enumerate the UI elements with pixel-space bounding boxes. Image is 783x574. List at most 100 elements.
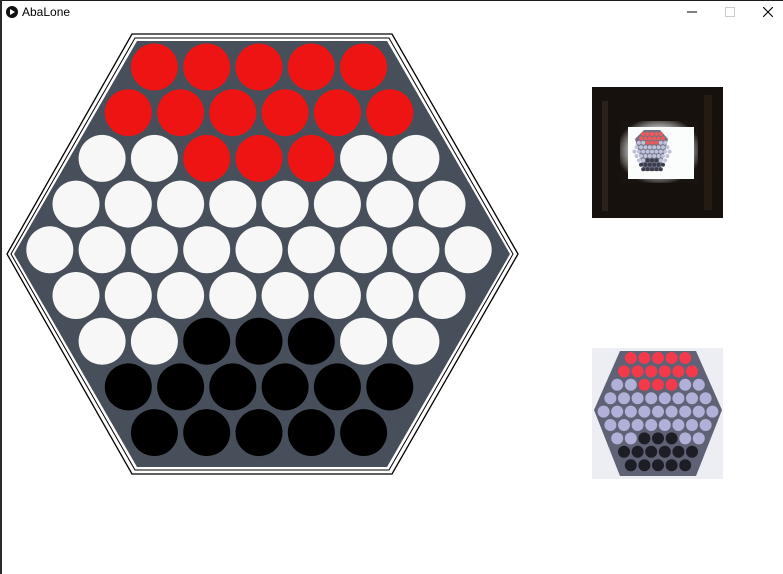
- red-marble[interactable]: [104, 89, 152, 137]
- white-marble[interactable]: [78, 317, 126, 365]
- camera-white-marble: [624, 405, 637, 418]
- minimize-button[interactable]: [673, 1, 711, 23]
- red-marble[interactable]: [235, 134, 283, 182]
- camera-white-marble: [665, 145, 670, 150]
- black-marble[interactable]: [209, 363, 257, 411]
- white-marble[interactable]: [418, 272, 466, 319]
- red-marble[interactable]: [235, 43, 283, 91]
- white-marble[interactable]: [340, 226, 388, 274]
- red-marble[interactable]: [183, 43, 231, 91]
- title-bar[interactable]: AbaLone: [2, 1, 783, 23]
- white-marble[interactable]: [340, 134, 388, 182]
- camera-white-marble: [638, 405, 651, 418]
- red-marble[interactable]: [183, 134, 231, 182]
- white-marble[interactable]: [209, 272, 257, 319]
- camera-black-marble: [665, 432, 678, 445]
- red-marble[interactable]: [287, 134, 335, 182]
- white-marble[interactable]: [392, 226, 440, 274]
- white-marble[interactable]: [209, 180, 257, 228]
- camera-view-bottom: [592, 348, 723, 479]
- camera-white-marble: [611, 432, 624, 445]
- white-marble[interactable]: [52, 180, 100, 228]
- camera-white-marble: [632, 149, 637, 154]
- black-marble[interactable]: [235, 317, 283, 365]
- red-marble[interactable]: [313, 89, 361, 137]
- white-marble[interactable]: [444, 226, 492, 274]
- white-marble[interactable]: [78, 134, 126, 182]
- white-marble[interactable]: [235, 226, 283, 274]
- white-marble[interactable]: [392, 134, 440, 182]
- black-marble[interactable]: [235, 409, 283, 457]
- white-marble[interactable]: [104, 272, 152, 319]
- camera-white-marble: [604, 392, 617, 405]
- maximize-button[interactable]: [711, 1, 749, 23]
- camera-white-marble: [658, 419, 671, 431]
- black-marble[interactable]: [130, 409, 178, 457]
- camera-white-marble: [645, 419, 658, 431]
- black-marble[interactable]: [104, 363, 152, 411]
- white-marble[interactable]: [418, 180, 466, 228]
- black-marble[interactable]: [183, 409, 231, 457]
- camera-white-marble: [667, 149, 672, 154]
- white-marble[interactable]: [313, 180, 361, 228]
- white-marble[interactable]: [26, 226, 74, 274]
- camera-black-marble: [665, 459, 678, 472]
- black-marble[interactable]: [157, 363, 205, 411]
- white-marble[interactable]: [287, 226, 335, 274]
- camera-white-marble: [631, 419, 644, 431]
- black-marble[interactable]: [340, 409, 388, 457]
- white-marble[interactable]: [130, 226, 178, 274]
- red-marble[interactable]: [261, 89, 309, 137]
- camera-black-marble: [645, 167, 650, 172]
- white-marble[interactable]: [130, 317, 178, 365]
- red-marble[interactable]: [366, 89, 414, 137]
- camera-white-marble: [643, 154, 648, 158]
- white-marble[interactable]: [366, 272, 414, 319]
- close-button[interactable]: [749, 1, 783, 23]
- red-marble[interactable]: [157, 89, 205, 137]
- white-marble[interactable]: [104, 180, 152, 228]
- black-marble[interactable]: [287, 409, 335, 457]
- white-marble[interactable]: [52, 272, 100, 319]
- white-marble[interactable]: [313, 272, 361, 319]
- white-marble[interactable]: [261, 180, 309, 228]
- red-marble[interactable]: [287, 43, 335, 91]
- white-marble[interactable]: [261, 272, 309, 319]
- camera-red-marble: [654, 140, 659, 145]
- white-marble[interactable]: [340, 317, 388, 365]
- camera-black-marble: [658, 167, 663, 172]
- white-marble[interactable]: [130, 134, 178, 182]
- black-marble[interactable]: [261, 363, 309, 411]
- camera-red-marble: [624, 352, 637, 364]
- red-marble[interactable]: [340, 43, 388, 91]
- white-marble[interactable]: [392, 317, 440, 365]
- marble-layer: [26, 43, 492, 457]
- camera-white-marble: [661, 145, 665, 150]
- camera-white-marble: [624, 378, 637, 391]
- camera-white-marble: [645, 392, 658, 405]
- camera-white-marble: [641, 149, 646, 154]
- black-marble[interactable]: [366, 363, 414, 411]
- white-marble[interactable]: [78, 226, 126, 274]
- camera-white-marble: [686, 392, 698, 405]
- white-marble[interactable]: [157, 180, 205, 228]
- white-marble[interactable]: [366, 180, 414, 228]
- camera-red-marble: [638, 352, 651, 364]
- black-marble[interactable]: [183, 317, 231, 365]
- black-marble[interactable]: [313, 363, 361, 411]
- camera-white-marble: [692, 378, 705, 391]
- camera-white-marble: [647, 154, 652, 158]
- white-marble[interactable]: [157, 272, 205, 319]
- camera-black-marble: [641, 167, 646, 172]
- camera-white-marble: [679, 378, 692, 391]
- camera-white-marble: [645, 149, 650, 154]
- red-marble[interactable]: [130, 43, 178, 91]
- red-marble[interactable]: [209, 89, 257, 137]
- camera-red-marble: [652, 378, 664, 391]
- camera-white-marble: [665, 405, 678, 418]
- camera-white-marble: [656, 145, 661, 150]
- white-marble[interactable]: [183, 226, 231, 274]
- camera-black-marble: [652, 432, 664, 445]
- black-marble[interactable]: [287, 317, 335, 365]
- camera-black-marble: [647, 162, 652, 167]
